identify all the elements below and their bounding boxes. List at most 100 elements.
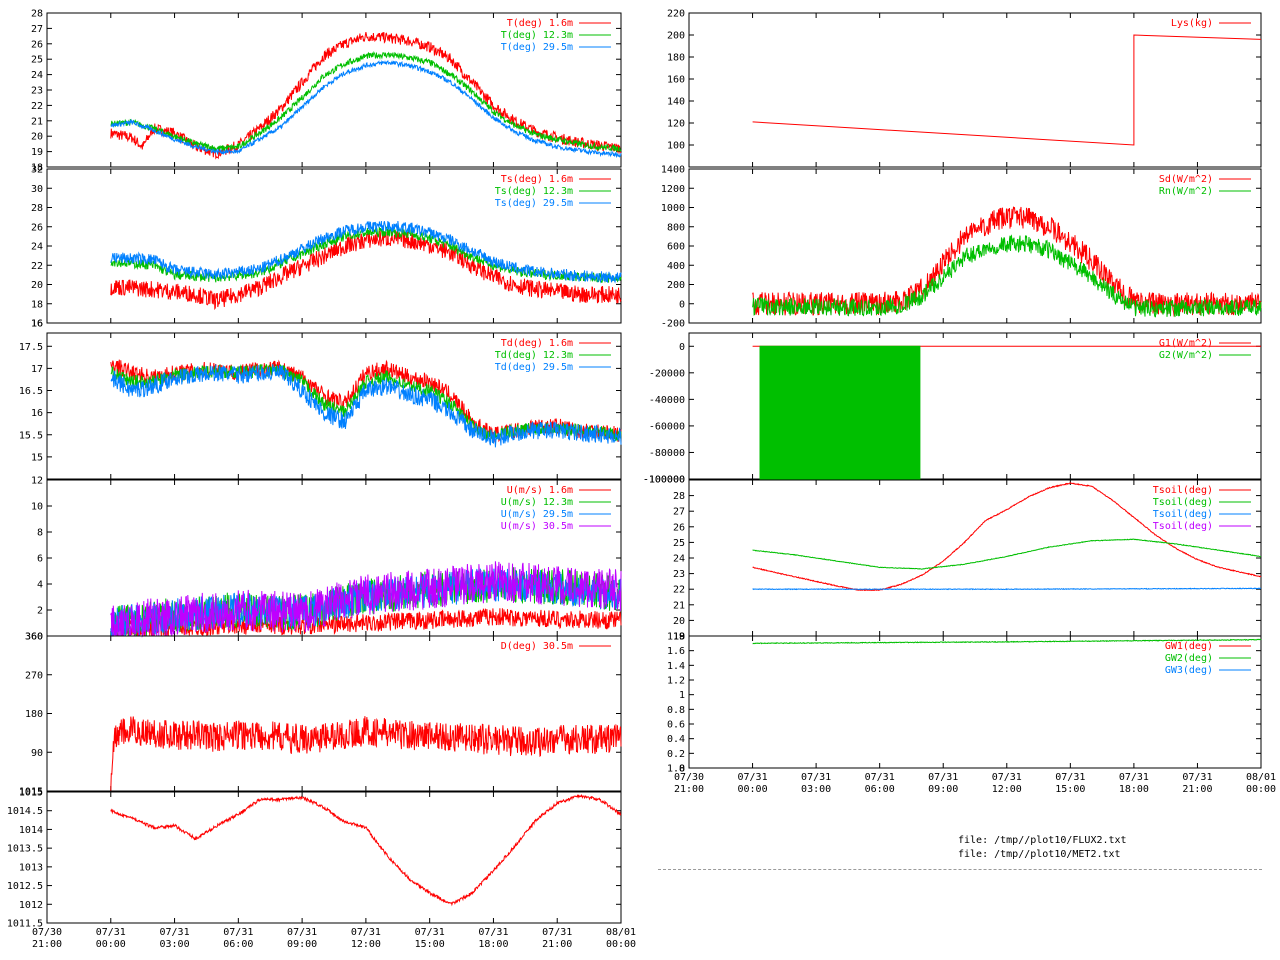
x-tick-label: 21:00	[674, 784, 704, 795]
y-tick-label: 27	[673, 507, 685, 518]
legend-label: U(m/s) 30.5m	[501, 521, 573, 532]
legend-label: GW2(deg)	[1165, 653, 1213, 664]
y-tick-label: 1012	[19, 900, 43, 911]
x-tick-label: 08/01	[606, 927, 636, 938]
y-tick-label: 2	[37, 606, 43, 617]
legend-label: G1(W/m^2)	[1159, 338, 1213, 349]
legend-label: G2(W/m^2)	[1159, 350, 1213, 361]
series-area	[759, 345, 921, 480]
y-tick-label: 200	[667, 31, 685, 42]
x-tick-label: 07/31	[865, 772, 895, 783]
y-tick-label: -20000	[649, 368, 685, 379]
series-line	[752, 638, 1262, 645]
x-tick-label: 03:00	[160, 939, 190, 950]
y-tick-label: 800	[667, 222, 685, 233]
file-label-met: file: /tmp//plot10/MET2.txt	[958, 849, 1121, 860]
series-line	[110, 716, 622, 791]
y-tick-label: -200	[661, 319, 685, 330]
legend-label: Tsoil(deg)	[1153, 485, 1213, 496]
y-tick-label: -100000	[643, 475, 685, 486]
y-edge-label: 360	[25, 632, 43, 643]
source-files: file: /tmp//plot10/FLUX2.txt file: /tmp/…	[958, 834, 1127, 862]
legend-label: T(deg) 1.6m	[507, 18, 573, 29]
y-tick-label: 180	[25, 709, 43, 720]
y-tick-label: 21	[673, 600, 685, 611]
series-line	[110, 225, 622, 283]
series-line	[110, 793, 622, 907]
y-tick-label: 20	[673, 616, 685, 627]
x-tick-label: 09:00	[287, 939, 317, 950]
legend-label: Lys(kg)	[1171, 18, 1213, 29]
y-tick-label: 12	[31, 476, 43, 487]
x-tick-label: 07/31	[415, 927, 445, 938]
y-tick-label: 1013.5	[7, 844, 43, 855]
x-tick-label: 21:00	[1182, 784, 1212, 795]
x-tick-label: 07/31	[1119, 772, 1149, 783]
y-tick-label: 28	[31, 9, 43, 20]
legend-label: Tsoil(deg)	[1153, 521, 1213, 532]
x-tick-label: 00:00	[738, 784, 768, 795]
y-tick-label: 1.8	[667, 632, 685, 643]
y-tick-label: 270	[25, 670, 43, 681]
chart-panel-ground-heat: -100000-80000-60000-40000-200000-100000G…	[643, 332, 1262, 486]
x-tick-label: 07/31	[1055, 772, 1085, 783]
y-tick-label: 1.4	[667, 661, 685, 672]
y-tick-label: 22	[31, 101, 43, 112]
y-tick-label: 180	[667, 53, 685, 64]
series-line	[110, 59, 622, 159]
y-tick-label: 24	[31, 242, 43, 253]
y-tick-label: 23	[31, 86, 43, 97]
x-tick-label: 07/31	[542, 927, 572, 938]
y-tick-label: 21	[31, 116, 43, 127]
y-tick-label: 0	[679, 764, 685, 775]
y-tick-label: 0	[679, 299, 685, 310]
legend-label: T(deg) 29.5m	[501, 42, 573, 53]
y-tick-label: 0	[679, 342, 685, 353]
y-tick-label: 20	[31, 280, 43, 291]
y-tick-label: 19	[31, 147, 43, 158]
y-tick-label: 19	[673, 632, 685, 643]
x-tick-label: 21:00	[32, 939, 62, 950]
y-tick-label: 1200	[661, 184, 685, 195]
legend-label: GW3(deg)	[1165, 665, 1213, 676]
y-tick-label: 30	[31, 184, 43, 195]
legend-label: U(m/s) 29.5m	[501, 509, 573, 520]
y-tick-label: 28	[673, 491, 685, 502]
chart-panel-wind-direction: 90 180 270 360 1015 D(deg) 30.5m	[19, 632, 622, 798]
y-tick-label: 16	[31, 408, 43, 419]
x-tick-label: 07/31	[928, 772, 958, 783]
separator-line	[658, 869, 1262, 870]
y-tick-label: 1014	[19, 825, 43, 836]
x-tick-label: 07/31	[223, 927, 253, 938]
y-tick-label: -60000	[649, 421, 685, 432]
x-tick-label: 18:00	[478, 939, 508, 950]
series-line	[752, 538, 1261, 570]
legend-label: Sd(W/m^2)	[1159, 174, 1213, 185]
plot-frame	[46, 332, 622, 480]
y-tick-label: 32	[31, 165, 43, 176]
plot-frame	[46, 791, 622, 924]
x-tick-label: 08/01	[1246, 772, 1276, 783]
y-tick-label: 15.5	[19, 430, 43, 441]
x-tick-label: 06:00	[223, 939, 253, 950]
y-tick-label: 6	[37, 554, 43, 565]
x-tick-label: 09:00	[928, 784, 958, 795]
plot-frame	[46, 635, 622, 792]
y-tick-label: 160	[667, 75, 685, 86]
x-tick-label: 18:00	[1119, 784, 1149, 795]
y-tick-label: 22	[31, 261, 43, 272]
x-tick-label: 12:00	[992, 784, 1022, 795]
x-tick-label: 07/31	[738, 772, 768, 783]
y-tick-label: 15	[31, 452, 43, 463]
series-line	[110, 51, 622, 153]
legend-label: Td(deg) 29.5m	[495, 362, 573, 373]
x-tick-label: 07/31	[160, 927, 190, 938]
series-line	[752, 587, 1262, 591]
x-tick-label: 07/30	[32, 927, 62, 938]
series-line	[752, 234, 1262, 318]
chart-panel-groundwater: 0 0.2 0.4 0.6 0.8 1 1.2 1.4 1.6 1.8 1.8 GW1(deg)GW2…	[667, 632, 1262, 775]
y-tick-label: 0.2	[667, 749, 685, 760]
